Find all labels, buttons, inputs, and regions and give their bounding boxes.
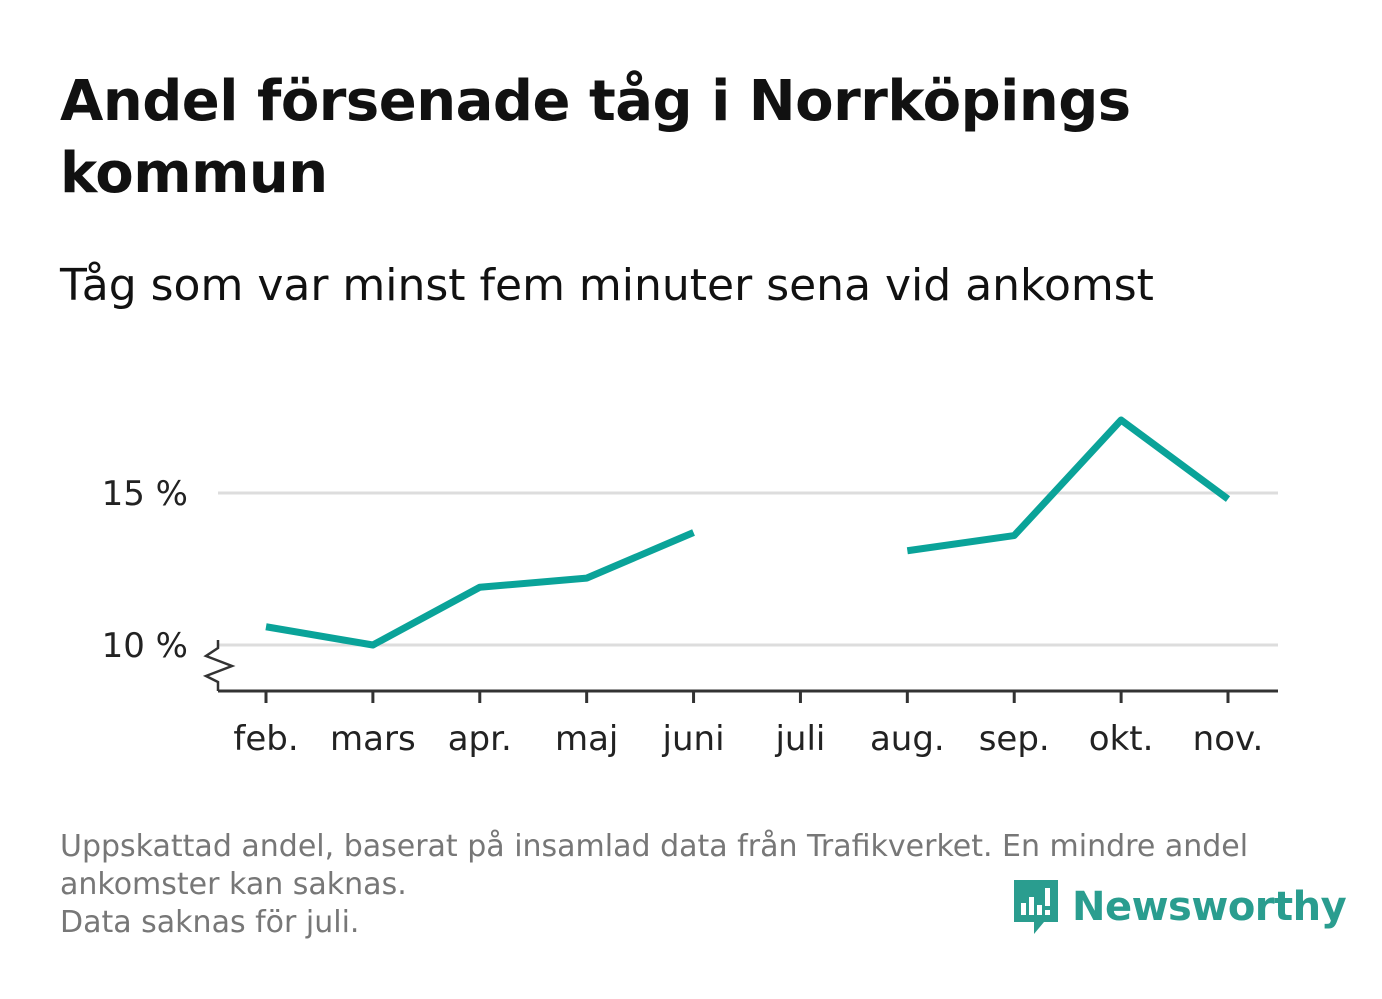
x-tick-label: aug. [870, 719, 945, 759]
footnote-line-3: Data saknas för juli. [60, 905, 360, 940]
x-tick-label: maj [555, 719, 618, 759]
newsworthy-logo-icon [1014, 880, 1058, 934]
brand-name: Newsworthy [1072, 884, 1347, 930]
y-tick-label: 15 % [102, 474, 188, 514]
x-tick-label: feb. [233, 719, 298, 759]
chart-subtitle: Tåg som var minst fem minuter sena vid a… [60, 260, 1154, 311]
series-line [265, 529, 695, 649]
y-tick-label: 10 % [102, 626, 188, 666]
footnote-line-1: Uppskattad andel, baserat på insamlad da… [60, 829, 1249, 864]
x-tick-label: sep. [979, 719, 1050, 759]
x-tick-label: juli [774, 719, 825, 759]
x-tick-label: mars [330, 719, 416, 759]
axis-break-icon [202, 640, 236, 691]
footnote: Uppskattad andel, baserat på insamlad da… [60, 828, 1330, 942]
series-line [906, 416, 1231, 555]
x-tick-label: okt. [1089, 719, 1154, 759]
brand-logo: Newsworthy [1010, 876, 1347, 938]
x-tick-label: apr. [448, 719, 512, 759]
x-tick-label: nov. [1193, 719, 1264, 759]
footnote-line-2: ankomster kan saknas. [60, 867, 407, 902]
chart-title: Andel försenade tåg i Norrköpings kommun [60, 69, 1131, 206]
x-tick-label: juni [662, 719, 725, 759]
